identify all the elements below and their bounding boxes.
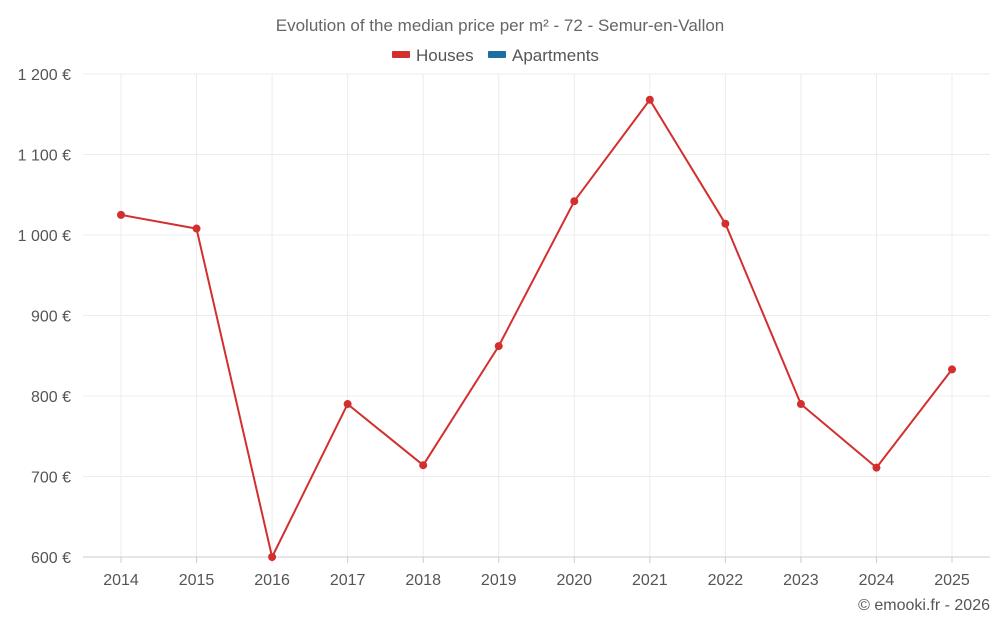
x-tick-label: 2016 (254, 572, 290, 589)
data-point-houses[interactable] (570, 197, 579, 206)
data-point-houses[interactable] (872, 463, 881, 472)
legend-label-apartments: Apartments (512, 46, 599, 65)
x-tick-label: 2021 (632, 572, 668, 589)
grid (83, 73, 990, 558)
y-tick-label: 1 100 € (18, 148, 71, 165)
data-point-houses[interactable] (419, 461, 428, 470)
legend-swatch-houses (392, 51, 410, 58)
x-tick-label: 2020 (556, 572, 592, 589)
axes: 600 € 700 € 800 € 900 € 1 000 € 1 100 € 1 200 … (18, 67, 990, 589)
legend-item-houses[interactable]: Houses (392, 46, 474, 65)
x-tick-label: 2019 (481, 572, 517, 589)
y-tick-label: 600 € (31, 550, 71, 567)
data-point-houses[interactable] (796, 400, 805, 409)
series (117, 95, 956, 561)
legend: Houses Apartments (392, 46, 599, 65)
x-tick-label: 2023 (783, 572, 819, 589)
x-tick-label: 2014 (103, 572, 139, 589)
y-tick-label: 900 € (31, 309, 71, 326)
x-tick-label: 2018 (405, 572, 441, 589)
credit-text: © emooki.fr - 2026 (858, 597, 990, 614)
y-tick-label: 1 000 € (18, 228, 71, 245)
y-tick-label: 800 € (31, 389, 71, 406)
x-tick-label: 2017 (330, 572, 366, 589)
data-point-houses[interactable] (721, 219, 730, 228)
chart-title: Evolution of the median price per m² - 7… (276, 16, 725, 35)
x-tick-label: 2022 (708, 572, 744, 589)
series-line-houses (120, 98, 953, 558)
y-tick-label: 700 € (31, 470, 71, 487)
x-tick-label: 2025 (934, 572, 970, 589)
data-point-houses[interactable] (268, 553, 277, 561)
y-tick-label: 1 200 € (18, 67, 71, 84)
data-point-houses[interactable] (117, 210, 125, 219)
data-point-houses[interactable] (192, 224, 201, 233)
data-point-houses[interactable] (343, 400, 352, 409)
data-point-houses[interactable] (494, 342, 503, 351)
legend-item-apartments[interactable]: Apartments (488, 46, 599, 65)
data-point-houses[interactable] (645, 95, 654, 104)
legend-swatch-apartments (488, 51, 506, 58)
data-point-houses[interactable] (948, 365, 956, 374)
legend-label-houses: Houses (416, 46, 474, 65)
x-tick-label: 2024 (859, 572, 895, 589)
x-tick-label: 2015 (179, 572, 215, 589)
